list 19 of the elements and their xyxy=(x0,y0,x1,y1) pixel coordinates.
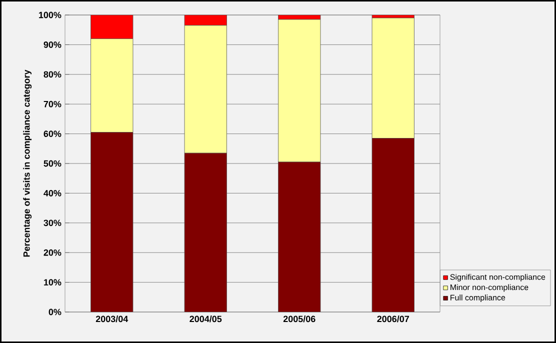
y-tick-label: 100% xyxy=(39,12,62,18)
y-tick-label: 60% xyxy=(44,130,62,137)
y-tick-label: 10% xyxy=(44,279,62,286)
y-tick-label: 30% xyxy=(44,220,62,226)
legend-label: Full compliance xyxy=(450,294,506,302)
y-tick-label: 80% xyxy=(44,71,62,78)
x-tick-label: 2005/06 xyxy=(283,316,316,322)
legend-label: Significant non-compliance xyxy=(450,274,546,282)
y-tick-label: 90% xyxy=(44,42,62,48)
y-tick-label: 70% xyxy=(44,100,62,108)
legend-label: Minor non-compliance xyxy=(450,284,528,292)
y-tick-label: 0% xyxy=(48,308,62,316)
y-tick-label: 50% xyxy=(44,160,62,167)
x-tick-label: 2004/05 xyxy=(190,316,222,322)
x-tick-label: 2006/07 xyxy=(377,316,409,322)
y-tick-label: 20% xyxy=(44,249,62,256)
y-axis-title: Percentage of visits in compliance category xyxy=(23,70,32,257)
x-tick-label: 2003/04 xyxy=(96,316,128,322)
y-tick-label: 40% xyxy=(44,190,62,196)
